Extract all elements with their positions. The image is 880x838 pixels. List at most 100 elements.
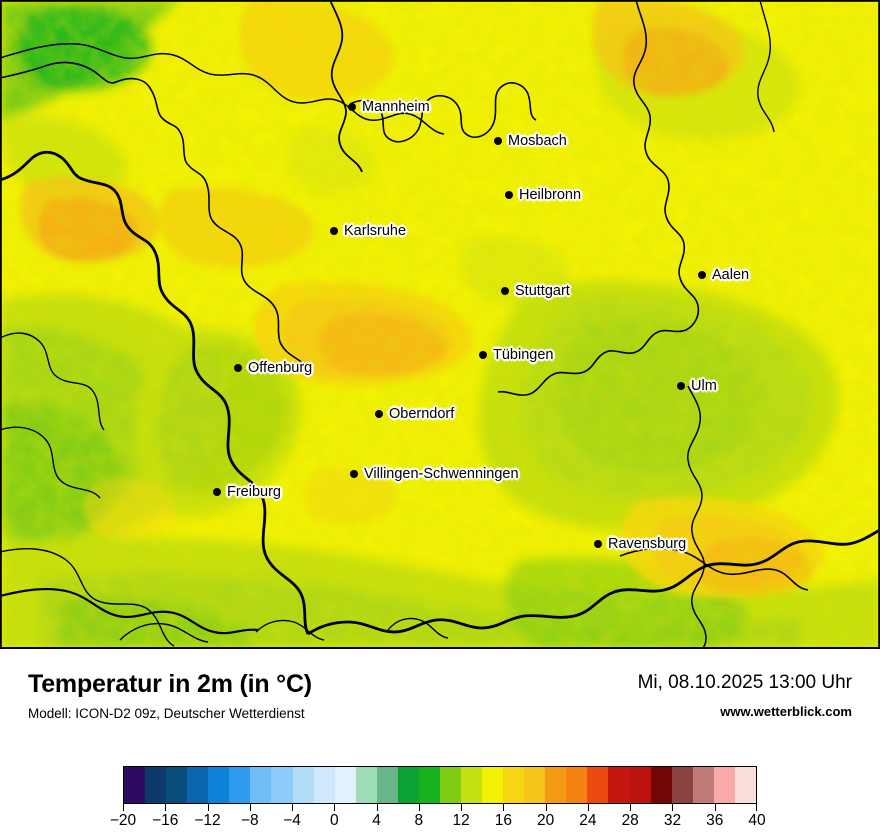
map-footer: Temperatur in 2m (in °C) Modell: ICON-D2… — [0, 649, 880, 830]
colorbar-swatch — [376, 767, 398, 803]
site-credit: www.wetterblick.com — [720, 703, 852, 719]
colorbar-swatch — [713, 767, 735, 803]
temperature-map[interactable]: Mannheim Mosbach Heilbronn Karlsruhe Aalen St… — [0, 0, 880, 649]
city-marker[interactable]: Mosbach — [494, 133, 567, 149]
colorbar-swatches[interactable] — [123, 766, 757, 804]
colorbar-tick-mark — [461, 804, 463, 811]
colorbar-tick-mark — [334, 804, 336, 811]
colorbar-tick-mark — [503, 804, 505, 811]
city-dot-icon — [677, 382, 685, 390]
colorbar-tick-mark — [292, 804, 294, 811]
colorbar-tick-label: −4 — [283, 812, 301, 829]
colorbar-tick-mark — [714, 804, 716, 811]
city-dot-icon — [234, 364, 242, 372]
colorbar-swatch — [524, 767, 546, 803]
city-marker[interactable]: Mannheim — [348, 99, 430, 115]
colorbar-tick-label: 8 — [414, 812, 424, 829]
colorbar-ticks: −20 −16 −12 −8 −4 0 4 8 12 16 20 24 28 32 36 40 — [110, 804, 766, 838]
footer-right-block: Mi, 08.10.2025 13:00 Uhr www.wetterblick… — [637, 672, 852, 719]
colorbar-swatch — [734, 767, 756, 803]
colorbar-tick-label: 0 — [330, 812, 339, 829]
city-label: Oberndorf — [389, 406, 455, 422]
colorbar-swatch — [355, 767, 377, 803]
city-marker[interactable]: Ravensburg — [594, 536, 686, 552]
colorbar-swatch — [313, 767, 335, 803]
colorbar-tick-mark — [249, 804, 251, 811]
colorbar-swatch — [271, 767, 293, 803]
city-marker[interactable]: Oberndorf — [375, 406, 454, 422]
footer-left-block: Temperatur in 2m (in °C) Modell: ICON-D2… — [28, 670, 312, 721]
colorbar-tick-mark — [376, 804, 378, 811]
city-label: Villingen-Schwenningen — [364, 466, 519, 482]
city-label: Tübingen — [493, 347, 554, 363]
colorbar-tick-mark — [165, 804, 167, 811]
city-dot-icon — [348, 103, 356, 111]
city-dot-icon — [494, 137, 502, 145]
page-title: Temperatur in 2m (in °C) — [28, 670, 312, 698]
colorbar-tick-mark — [207, 804, 209, 811]
city-label: Karlsruhe — [344, 223, 407, 239]
model-subtitle: Modell: ICON-D2 09z, Deutscher Wetterdie… — [28, 705, 305, 721]
colorbar-swatch — [166, 767, 188, 803]
colorbar-swatch — [292, 767, 314, 803]
city-dot-icon — [501, 287, 509, 295]
map-borders — [0, 0, 880, 647]
city-marker[interactable]: Offenburg — [234, 360, 312, 376]
colorbar-swatch — [482, 767, 504, 803]
colorbar-tick-label: −20 — [109, 812, 137, 829]
city-dot-icon — [375, 410, 383, 418]
city-dot-icon — [505, 191, 513, 199]
city-marker[interactable]: Ulm — [677, 378, 717, 394]
colorbar-swatch — [187, 767, 209, 803]
colorbar-tick-mark — [123, 804, 124, 811]
city-dot-icon — [479, 351, 487, 359]
colorbar-swatch — [503, 767, 525, 803]
city-marker[interactable]: Stuttgart — [501, 283, 570, 299]
colorbar-tick-label: 16 — [494, 812, 513, 829]
colorbar-tick-mark — [587, 804, 589, 811]
colorbar-swatch — [692, 767, 714, 803]
colorbar-swatch — [461, 767, 483, 803]
city-label: Ravensburg — [608, 536, 687, 552]
city-marker[interactable]: Karlsruhe — [330, 223, 406, 239]
city-marker[interactable]: Villingen-Schwenningen — [350, 466, 519, 482]
colorbar-tick-label: −12 — [194, 812, 221, 829]
city-label: Stuttgart — [515, 283, 570, 299]
city-dot-icon — [698, 271, 706, 279]
colorbar-swatch — [124, 767, 146, 803]
colorbar-tick-mark — [672, 804, 674, 811]
colorbar-tick-label: 12 — [452, 812, 470, 829]
colorbar-swatch — [671, 767, 693, 803]
city-label: Aalen — [712, 267, 750, 283]
colorbar-tick-mark — [756, 804, 757, 811]
colorbar-swatch — [229, 767, 251, 803]
colorbar: −20 −16 −12 −8 −4 0 4 8 12 16 20 24 28 32 36 40 — [110, 766, 766, 838]
colorbar-tick-label: 20 — [537, 812, 555, 829]
valid-datetime: Mi, 08.10.2025 13:00 Uhr — [637, 672, 852, 693]
city-marker[interactable]: Tübingen — [479, 347, 553, 363]
colorbar-tick-mark — [418, 804, 420, 811]
colorbar-tick-label: 4 — [372, 812, 381, 829]
colorbar-swatch — [566, 767, 588, 803]
city-dot-icon — [350, 470, 358, 478]
colorbar-tick-label: −8 — [240, 812, 259, 829]
city-label: Heilbronn — [519, 187, 582, 203]
colorbar-tick-label: 40 — [748, 812, 766, 829]
city-label: Freiburg — [227, 484, 281, 500]
city-dot-icon — [213, 488, 221, 496]
colorbar-swatch — [250, 767, 272, 803]
city-marker[interactable]: Aalen — [698, 267, 749, 283]
city-marker[interactable]: Heilbronn — [505, 187, 581, 203]
colorbar-swatch — [208, 767, 230, 803]
city-label: Mannheim — [362, 99, 430, 115]
city-marker[interactable]: Freiburg — [213, 484, 281, 500]
colorbar-tick-label: 28 — [621, 812, 639, 829]
colorbar-tick-label: 32 — [663, 812, 682, 829]
colorbar-tick-label: −16 — [152, 812, 179, 829]
colorbar-swatch — [629, 767, 651, 803]
city-label: Ulm — [691, 378, 717, 394]
colorbar-tick-label: 24 — [579, 812, 597, 829]
colorbar-swatch — [439, 767, 461, 803]
colorbar-swatch — [545, 767, 567, 803]
colorbar-swatch — [397, 767, 419, 803]
